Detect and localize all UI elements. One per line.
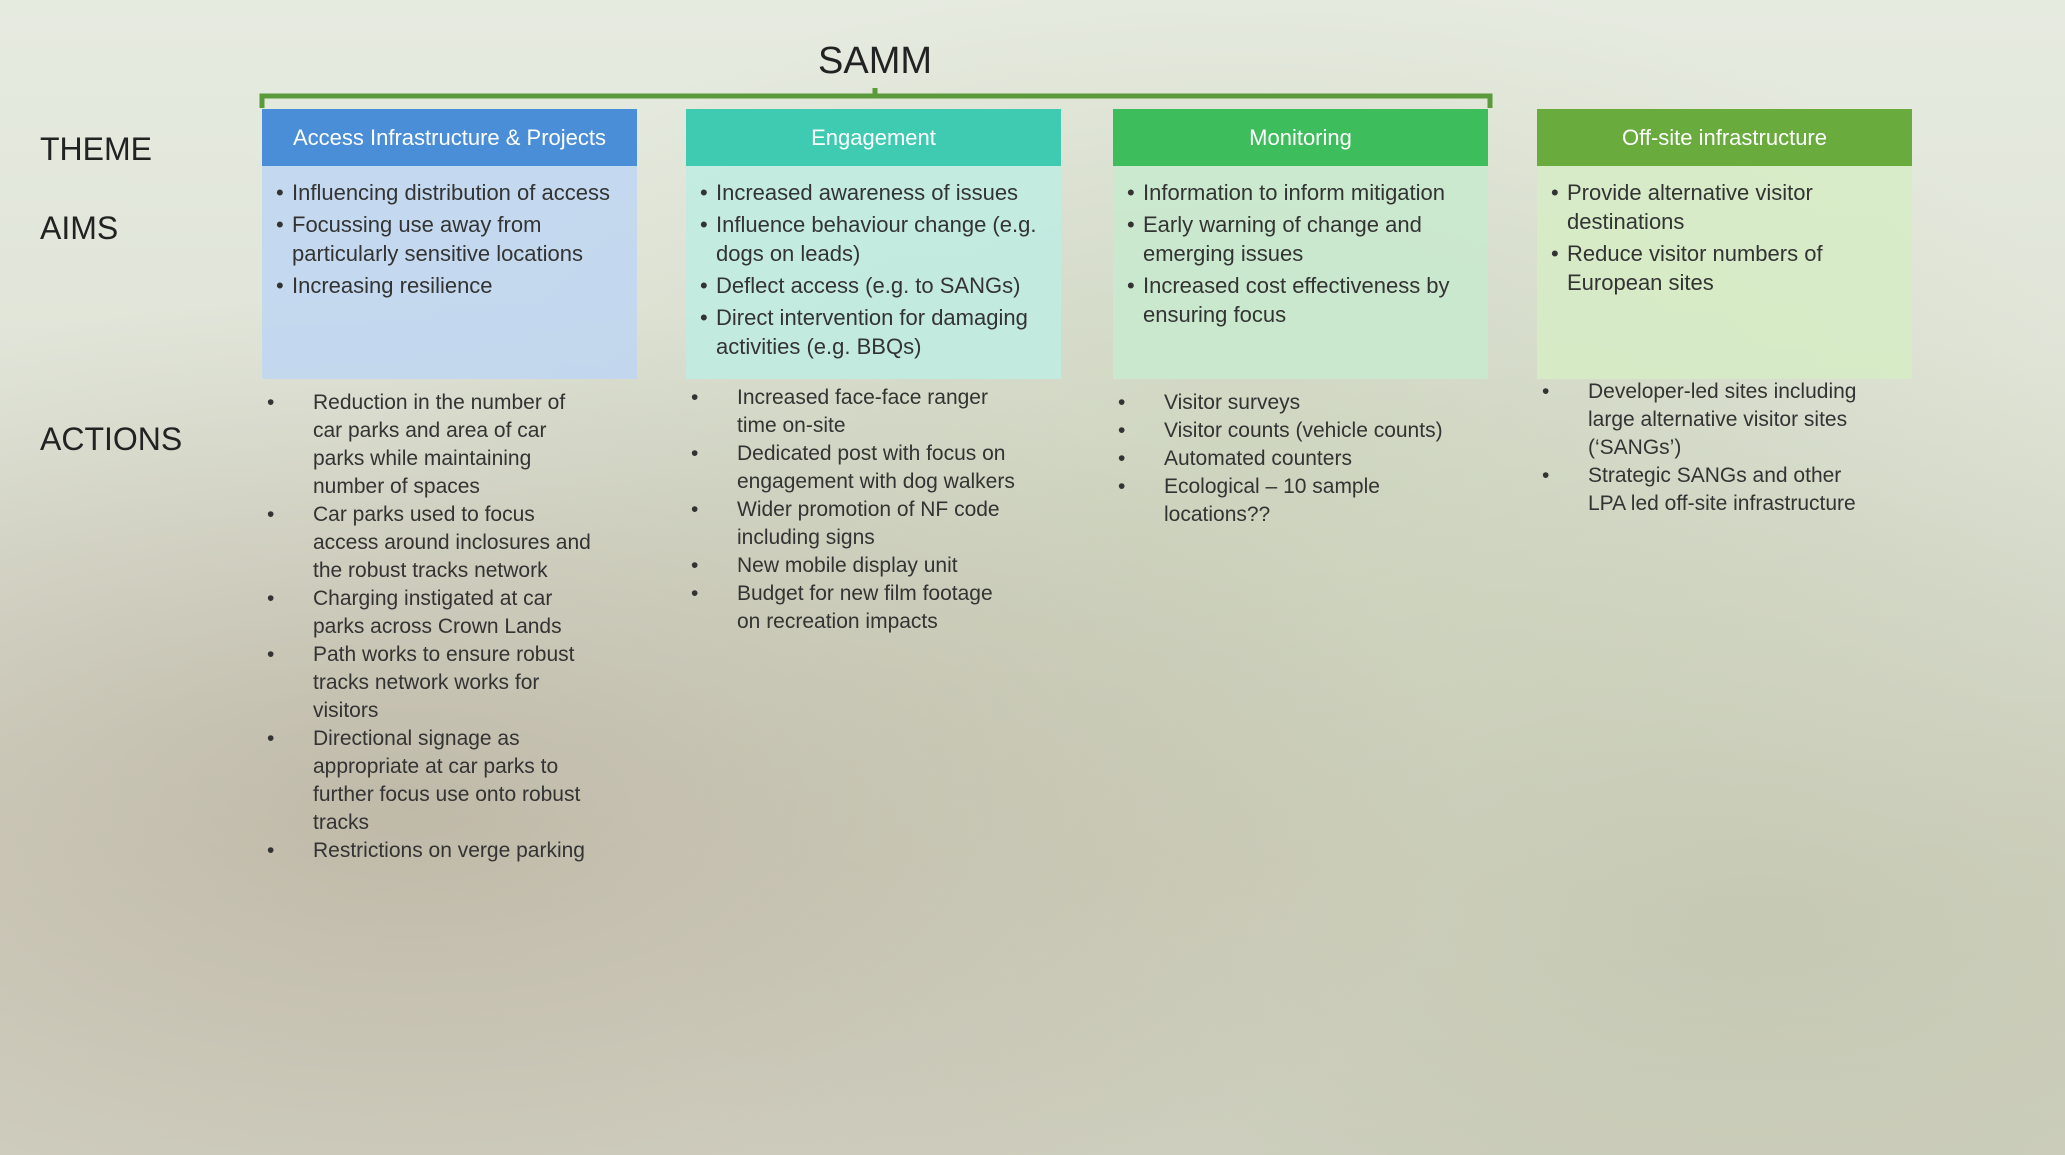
bullet: • [1118,391,1126,414]
action-item: • Automated counters [1118,445,1448,473]
bullet: • [1542,380,1550,403]
action-item: • Dedicated post with focus on engagement… [691,440,1021,496]
aim-item: Increasing resilience [276,271,627,300]
aim-item: Focussing use away from particularly sen… [276,210,627,268]
aim-item: Influence behaviour change (e.g. dogs on… [700,210,1051,268]
action-text: Directional signage as appropriate at ca… [313,727,581,834]
theme-header: Access Infrastructure & Projects [262,109,637,166]
action-item: • Strategic SANGs and other LPA led off-s… [1542,462,1872,518]
bullet: • [691,386,699,409]
aim-item: Direct intervention for damaging activit… [700,303,1051,361]
aim-item: Reduce visitor numbers of European sites [1551,239,1902,297]
title: SAMM [818,40,932,82]
action-text: Strategic SANGs and other LPA led off-si… [1588,464,1856,515]
action-text: Visitor counts (vehicle counts) [1164,419,1443,442]
aim-item: Influencing distribution of access [276,178,627,207]
action-item: • Car parks used to focus access around i… [267,501,597,585]
bullet: • [691,582,699,605]
action-item: • Charging instigated at car parks across… [267,585,597,641]
action-item: • Developer-led sites including large alt… [1542,378,1872,462]
action-item: • New mobile display unit [691,552,1021,580]
bullet: • [691,554,699,577]
bullet: • [1118,475,1126,498]
bullet: • [267,839,275,862]
action-item: • Increased face-face ranger time on-site [691,384,1021,440]
action-text: Automated counters [1164,447,1352,470]
action-text: Developer-led sites including large alte… [1588,380,1857,459]
row-label: THEME [40,131,152,167]
bracket [259,93,1493,108]
action-text: Dedicated post with focus on engagement … [737,442,1015,493]
action-item: • Restrictions on verge parking [267,837,597,865]
bullet: • [1118,419,1126,442]
action-item: • Directional signage as appropriate at c… [267,725,597,837]
aim-item: Provide alternative visitor destinations [1551,178,1902,236]
aims-box: Information to inform mitigation Early wa… [1113,166,1488,379]
action-text: New mobile display unit [737,554,958,577]
action-item: • Path works to ensure robust tracks netw… [267,641,597,725]
bullet: • [267,503,275,526]
actions-list: • Visitor surveys • Visitor counts (vehicle… [1118,389,1448,529]
bullet: • [1542,464,1550,487]
bullet: • [267,727,275,750]
aims-box: Increased awareness of issues Influence b… [686,166,1061,379]
action-text: Restrictions on verge parking [313,839,585,862]
aim-item: Deflect access (e.g. to SANGs) [700,271,1051,300]
action-item: • Ecological – 10 sample locations?? [1118,473,1448,529]
bullet: • [267,391,275,414]
aim-item: Information to inform mitigation [1127,178,1478,207]
aims-box: Provide alternative visitor destinations… [1537,166,1912,379]
theme-header: Monitoring [1113,109,1488,166]
action-text: Charging instigated at car parks across … [313,587,562,638]
action-item: • Visitor counts (vehicle counts) [1118,417,1448,445]
action-text: Visitor surveys [1164,391,1301,414]
action-text: Car parks used to focus access around in… [313,503,591,582]
aims-box: Influencing distribution of access Focuss… [262,166,637,379]
aims-list: Increased awareness of issues Influence b… [700,178,1051,361]
theme-header: Engagement [686,109,1061,166]
row-label: AIMS [40,210,119,246]
aims-list: Information to inform mitigation Early wa… [1127,178,1478,329]
aims-list: Provide alternative visitor destinations… [1551,178,1902,297]
action-text: Ecological – 10 sample locations?? [1164,475,1380,526]
aims-list: Influencing distribution of access Focuss… [276,178,627,300]
aim-item: Early warning of change and emerging iss… [1127,210,1478,268]
row-label: ACTIONS [40,421,183,457]
bullet: • [691,442,699,465]
action-text: Budget for new film footage on recreatio… [737,582,993,633]
bullet: • [267,643,275,666]
action-item: • Budget for new film footage on recreati… [691,580,1021,636]
actions-list: • Reduction in the number of car parks an… [267,389,597,865]
aim-item: Increased cost effectiveness by ensuring… [1127,271,1478,329]
actions-list: • Increased face-face ranger time on-site… [691,384,1021,636]
bullet: • [267,587,275,610]
actions-list: • Developer-led sites including large alt… [1542,378,1872,518]
action-item: • Wider promotion of NF code including si… [691,496,1021,552]
bullet: • [1118,447,1126,470]
aim-item: Increased awareness of issues [700,178,1051,207]
action-item: • Reduction in the number of car parks an… [267,389,597,501]
action-text: Reduction in the number of car parks and… [313,391,566,498]
action-text: Wider promotion of NF code including sig… [737,498,1000,549]
action-text: Path works to ensure robust tracks netwo… [313,643,575,722]
theme-header: Off-site infrastructure [1537,109,1912,166]
action-text: Increased face-face ranger time on-site [737,386,988,437]
bullet: • [691,498,699,521]
action-item: • Visitor surveys [1118,389,1448,417]
